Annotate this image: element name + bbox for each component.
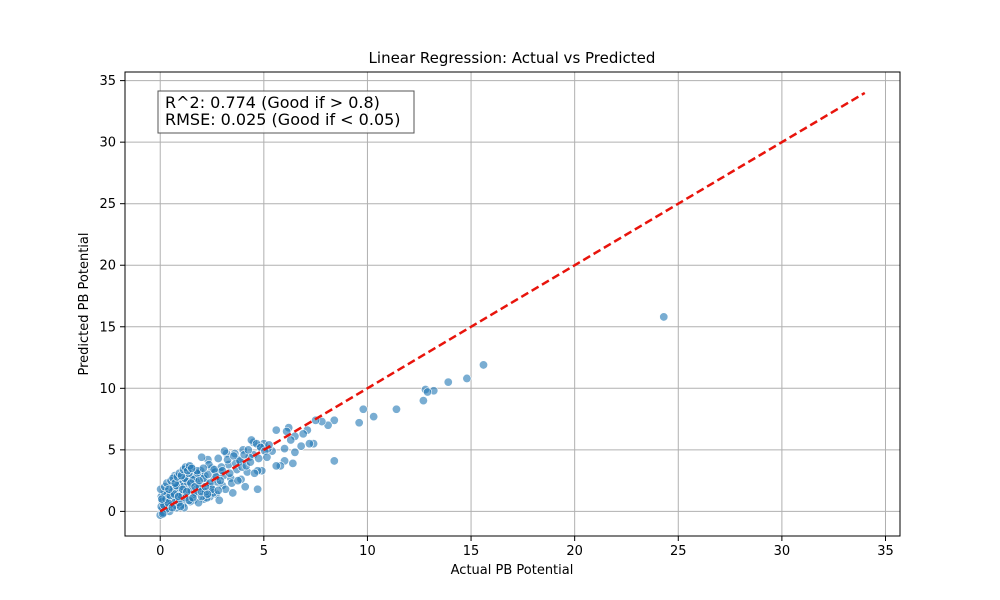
data-point [288, 458, 298, 468]
data-point [214, 495, 224, 505]
grid [125, 72, 900, 536]
data-point [280, 444, 290, 454]
data-point [329, 456, 339, 466]
data-point [478, 360, 488, 370]
data-point [262, 452, 272, 462]
data-point [209, 465, 219, 475]
data-point [176, 501, 186, 511]
data-point [329, 415, 339, 425]
y-tick-label: 15 [99, 320, 116, 335]
annotation-rmse: RMSE: 0.025 (Good if < 0.05) [165, 110, 401, 129]
data-point [198, 463, 208, 473]
x-tick-label: 20 [566, 544, 583, 559]
reference-line [159, 91, 866, 513]
data-point [391, 404, 401, 414]
data-point [157, 494, 167, 504]
data-point [197, 452, 207, 462]
y-tick-label: 0 [108, 505, 116, 520]
y-tick-label: 25 [99, 197, 116, 212]
data-point [298, 429, 308, 439]
x-tick-label: 10 [359, 544, 376, 559]
data-point [243, 445, 253, 455]
data-point [354, 418, 364, 428]
data-point [213, 453, 223, 463]
data-point [271, 461, 281, 471]
x-tick-label: 0 [156, 544, 164, 559]
data-point [443, 377, 453, 387]
data-point [213, 485, 223, 495]
data-point [164, 484, 174, 494]
data-point [203, 469, 213, 479]
data-point [358, 404, 368, 414]
data-point [240, 482, 250, 492]
data-point [418, 396, 428, 406]
x-axis-label: Actual PB Potential [451, 563, 574, 578]
x-tick-label: 5 [260, 544, 268, 559]
annotation-box [157, 90, 415, 134]
data-point [219, 446, 229, 456]
y-axis-label: Predicted PB Potential [77, 233, 92, 376]
y-tick-label: 5 [108, 443, 116, 458]
y-tick-label: 10 [99, 382, 116, 397]
data-point [304, 439, 314, 449]
data-point [423, 387, 433, 397]
annotation-r2: R^2: 0.774 (Good if > 0.8) [165, 93, 380, 112]
data-point [202, 489, 212, 499]
x-tick-label: 35 [877, 544, 894, 559]
data-point [250, 468, 260, 478]
data-point [188, 493, 198, 503]
y-tick-label: 30 [99, 136, 116, 151]
data-point [187, 463, 197, 473]
x-tick-label: 15 [463, 544, 480, 559]
data-point [233, 476, 243, 486]
data-point [271, 425, 281, 435]
data-point [215, 476, 225, 486]
data-point [286, 435, 296, 445]
data-point [228, 488, 238, 498]
data-point [290, 447, 300, 457]
data-points [155, 312, 669, 520]
metrics-annotation: R^2: 0.774 (Good if > 0.8) RMSE: 0.025 (… [157, 90, 415, 134]
y-tick-label: 35 [99, 74, 116, 89]
data-point [194, 476, 204, 486]
chart-title: Linear Regression: Actual vs Predicted [369, 49, 656, 67]
x-tick-label: 30 [774, 544, 791, 559]
plot-frame [124, 71, 901, 537]
data-point [296, 441, 306, 451]
data-point [659, 312, 669, 322]
axis-ticks: 0 5 10 15 20 25 30 35 0 5 10 15 20 25 30 35 [99, 74, 893, 559]
data-point [369, 412, 379, 422]
x-tick-label: 25 [670, 544, 687, 559]
data-point [462, 373, 472, 383]
data-point [253, 484, 263, 494]
y-tick-label: 20 [99, 259, 116, 274]
